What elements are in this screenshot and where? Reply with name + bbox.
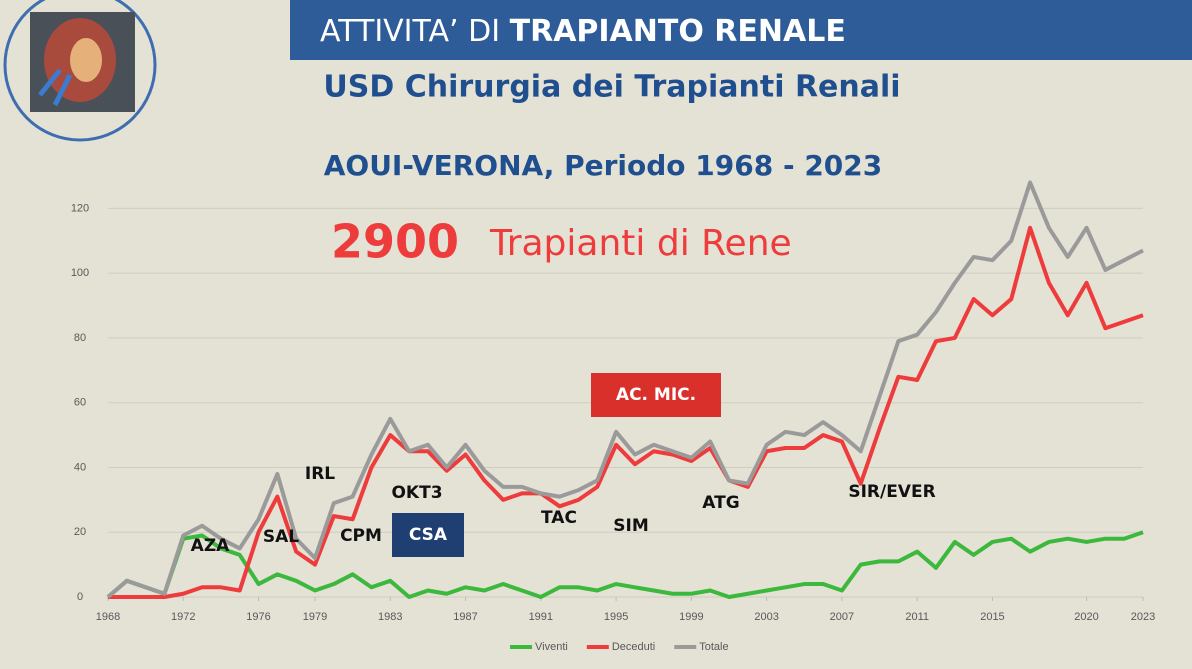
kidney-icon <box>5 0 155 140</box>
x-tick-label: 2015 <box>980 611 1004 623</box>
x-tick-label: 2007 <box>830 611 854 623</box>
slide: ATTIVITA’ DI TRAPIANTO RENALE USD Chirur… <box>0 0 1192 669</box>
y-tick-label: 40 <box>74 461 86 473</box>
x-tick-label: 1991 <box>529 611 553 623</box>
annotation: ATG <box>702 493 739 513</box>
legend-label: Viventi <box>535 641 568 653</box>
x-tick-label: 1995 <box>604 611 628 623</box>
y-tick-label: 100 <box>71 267 89 279</box>
x-tick-label: 2020 <box>1074 611 1098 623</box>
header-bold: TRAPIANTO RENALE <box>510 14 846 49</box>
y-tick-label: 120 <box>71 202 89 214</box>
highlight-number: 2900 <box>331 215 459 269</box>
header-text: ATTIVITA’ DI <box>320 14 500 49</box>
x-tick-label: 2011 <box>905 611 929 623</box>
annotation: CPM <box>340 526 382 546</box>
annotation: CSA <box>409 525 448 545</box>
x-tick-label: 1979 <box>303 611 327 623</box>
y-tick-label: 20 <box>74 526 86 538</box>
x-tick-label: 1976 <box>246 611 270 623</box>
annotation: AZA <box>191 536 230 556</box>
x-tick-label: 1972 <box>171 611 195 623</box>
annotation: SAL <box>263 527 299 547</box>
annotation: IRL <box>305 464 335 484</box>
y-tick-label: 60 <box>74 397 86 409</box>
x-tick-label: 1968 <box>96 611 120 623</box>
x-tick-label: 1983 <box>378 611 402 623</box>
annotation: SIR/EVER <box>848 482 935 502</box>
subtitle: USD Chirurgia dei Trapianti Renali <box>323 70 900 105</box>
annotation: TAC <box>541 508 577 528</box>
chart-title: AOUI-VERONA, Periodo 1968 - 2023 <box>324 149 883 182</box>
annotation: SIM <box>613 516 649 536</box>
x-tick-label: 1999 <box>679 611 703 623</box>
x-tick-label: 2003 <box>754 611 778 623</box>
x-tick-label: 2023 <box>1131 611 1155 623</box>
highlight-text: Trapianti di Rene <box>489 223 792 264</box>
y-tick-label: 0 <box>77 591 83 603</box>
annotation: AC. MIC. <box>616 385 696 405</box>
y-tick-label: 80 <box>74 332 86 344</box>
legend-label: Totale <box>699 641 728 653</box>
header: ATTIVITA’ DI TRAPIANTO RENALE <box>320 14 846 49</box>
x-tick-label: 1987 <box>453 611 477 623</box>
legend-label: Deceduti <box>612 641 655 653</box>
annotation: OKT3 <box>391 483 442 503</box>
